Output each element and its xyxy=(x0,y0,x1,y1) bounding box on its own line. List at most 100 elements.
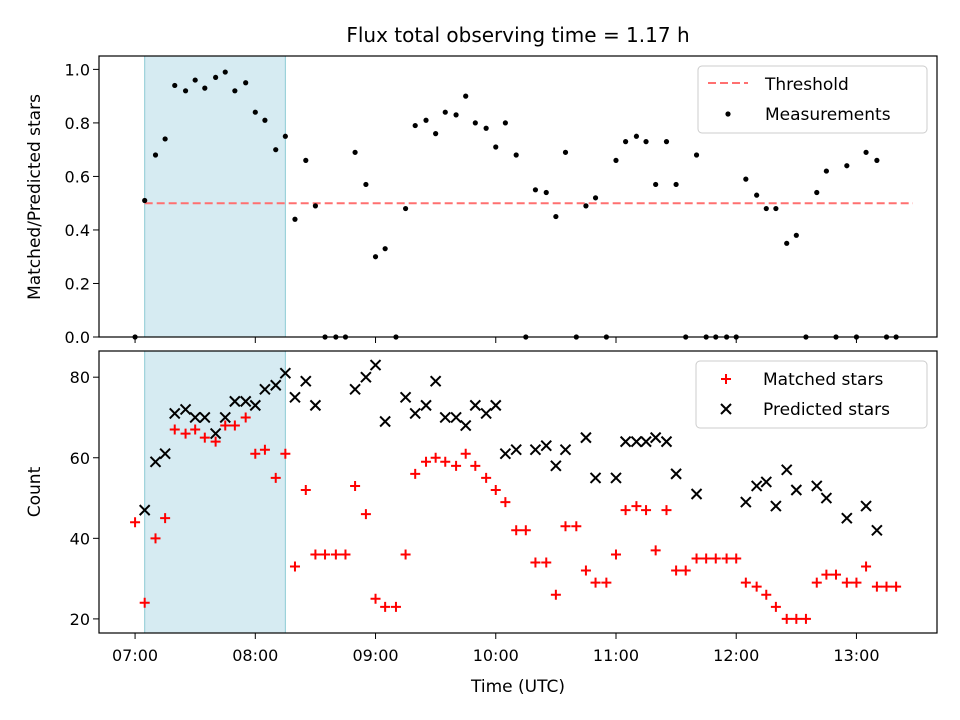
matched-point xyxy=(410,468,421,479)
predicted-point xyxy=(750,480,763,492)
matched-point xyxy=(851,577,862,588)
predicted-point xyxy=(360,371,372,383)
matched-point xyxy=(731,553,742,564)
predicted-point xyxy=(640,435,652,448)
predicted-point xyxy=(369,359,382,371)
matched-point xyxy=(740,577,751,588)
matched-point xyxy=(751,581,762,592)
measurement-point xyxy=(583,203,589,209)
matched-point xyxy=(350,480,361,491)
legend-threshold-label: Threshold xyxy=(764,75,849,95)
measurement-point xyxy=(453,112,459,118)
measurement-point xyxy=(613,157,619,163)
predicted-point xyxy=(499,448,512,460)
measurement-point xyxy=(303,157,309,163)
matched-point xyxy=(861,561,872,572)
measurement-point xyxy=(673,181,679,188)
measurement-point xyxy=(202,85,208,91)
measurement-point xyxy=(292,216,298,222)
measurement-point xyxy=(844,163,850,169)
predicted-point xyxy=(619,435,632,448)
predicted-point xyxy=(540,439,552,452)
matched-point xyxy=(550,589,561,600)
measurement-point xyxy=(252,109,258,115)
predicted-point xyxy=(349,383,361,395)
x-tick-label: 10:00 xyxy=(473,646,519,665)
matched-point xyxy=(811,577,822,588)
matched-point xyxy=(541,557,552,568)
measurement-point xyxy=(543,189,549,196)
matched-point xyxy=(871,581,882,592)
predicted-point xyxy=(169,407,181,420)
predicted-point xyxy=(429,375,442,387)
predicted-point xyxy=(860,500,872,512)
measurement-point xyxy=(814,189,820,196)
legend-predicted-label: Predicted stars xyxy=(763,400,890,420)
legend-box-bottom xyxy=(695,360,928,429)
predicted-point xyxy=(510,443,522,456)
predicted-point xyxy=(229,395,241,408)
measurement-point xyxy=(433,131,439,137)
matched-point xyxy=(671,565,682,576)
matched-point xyxy=(721,553,732,564)
measurement-point xyxy=(273,147,279,153)
y-tick-label: 0.8 xyxy=(65,114,90,133)
predicted-point xyxy=(199,411,211,424)
matched-point xyxy=(481,472,492,483)
predicted-point xyxy=(439,411,451,424)
predicted-point xyxy=(770,500,782,512)
matched-point xyxy=(470,460,481,471)
matched-point xyxy=(841,577,852,588)
matched-point xyxy=(330,549,341,560)
matched-point xyxy=(821,569,832,580)
matched-point xyxy=(130,517,141,528)
measurement-point xyxy=(282,133,288,139)
matched-point xyxy=(590,577,601,588)
predicted-point xyxy=(159,448,171,460)
series-predicted-stars xyxy=(138,359,883,536)
matched-point xyxy=(891,581,902,592)
legend-predicted-swatch xyxy=(720,403,732,415)
x-tick-label: 08:00 xyxy=(232,646,278,665)
matched-point xyxy=(460,448,471,459)
predicted-point xyxy=(249,399,262,412)
predicted-point xyxy=(760,476,772,488)
predicted-point xyxy=(630,435,643,448)
predicted-point xyxy=(450,411,462,424)
measurement-point xyxy=(412,122,418,129)
matched-point xyxy=(881,581,892,592)
measurement-point xyxy=(754,192,760,198)
y-tick-label: 0.4 xyxy=(65,221,90,240)
y-axis-label-bottom: Count xyxy=(25,466,45,517)
measurement-point xyxy=(743,176,749,182)
matched-point xyxy=(440,456,451,467)
predicted-point xyxy=(138,504,151,516)
measurement-point xyxy=(823,168,829,174)
predicted-point xyxy=(820,492,833,504)
measurement-point xyxy=(532,187,539,193)
predicted-point xyxy=(469,399,482,412)
measurement-point xyxy=(232,88,238,94)
matched-point xyxy=(761,589,772,600)
matched-point xyxy=(270,472,281,483)
measurement-point xyxy=(172,82,178,89)
chart-title: Flux total observing time = 1.17 h xyxy=(346,23,689,47)
matched-point xyxy=(280,448,291,459)
matched-point xyxy=(259,444,270,455)
measurement-point xyxy=(513,152,519,158)
x-tick-label: 13:00 xyxy=(833,646,879,665)
legend-matched-swatch xyxy=(721,374,731,384)
y-tick-label: 60 xyxy=(70,449,90,468)
matched-point xyxy=(240,412,251,423)
matched-point xyxy=(661,505,672,516)
matched-point xyxy=(770,601,781,612)
measurement-point xyxy=(162,136,168,142)
predicted-point xyxy=(459,419,472,432)
measurement-point xyxy=(213,74,219,81)
predicted-point xyxy=(660,435,673,448)
y-tick-label: 1.0 xyxy=(65,60,90,79)
y-tick-label: 0.0 xyxy=(65,328,90,347)
predicted-point xyxy=(259,383,271,395)
measurement-point xyxy=(863,149,869,155)
measurement-point xyxy=(192,77,198,83)
